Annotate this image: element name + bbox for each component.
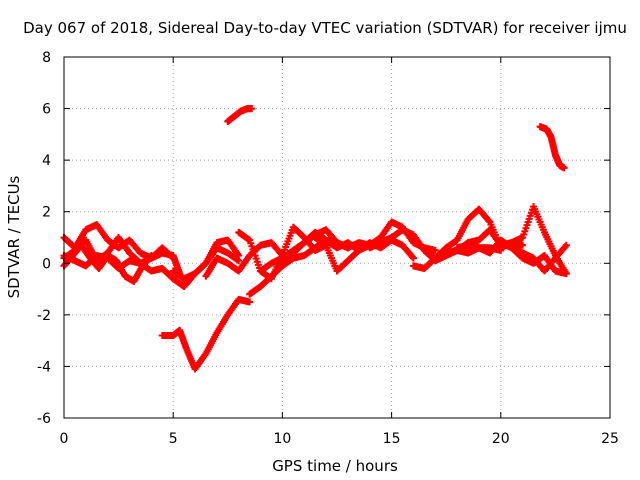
data-points (60, 105, 570, 373)
series-arc-8 (224, 105, 256, 125)
data-point (409, 254, 417, 262)
data-point (246, 298, 254, 306)
series-arc-6 (169, 236, 243, 283)
data-point (147, 252, 155, 260)
series-arc-5 (158, 295, 254, 373)
data-point (168, 253, 176, 261)
data-point (431, 246, 439, 254)
chart-title: Day 067 of 2018, Sidereal Day-to-day VTE… (23, 19, 627, 37)
data-point (485, 217, 493, 225)
data-point (519, 241, 527, 249)
series-arc-15 (409, 205, 527, 272)
data-point (235, 252, 243, 260)
grid-lines (64, 57, 610, 418)
series-arc-4 (60, 241, 155, 285)
data-point (248, 105, 256, 113)
data-point (169, 254, 177, 262)
data-point (408, 253, 416, 261)
